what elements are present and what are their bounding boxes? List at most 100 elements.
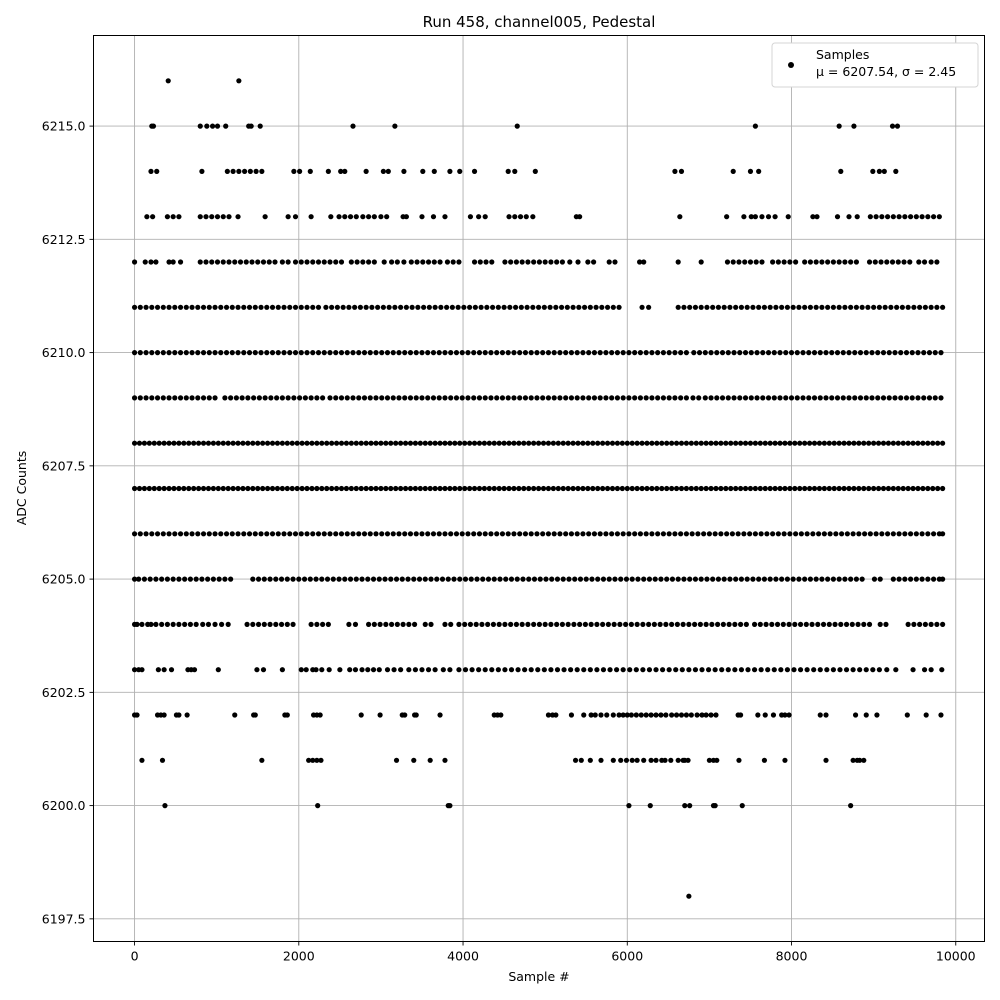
- data-point: [371, 621, 377, 628]
- data-point: [338, 168, 344, 174]
- data-point: [218, 531, 224, 537]
- data-point: [889, 123, 896, 129]
- data-point: [361, 395, 368, 401]
- data-point: [697, 621, 703, 628]
- data-point: [634, 440, 640, 446]
- data-point: [907, 214, 914, 220]
- data-point: [610, 712, 616, 718]
- legend-series-name: Samples: [816, 47, 869, 62]
- data-point: [352, 621, 359, 628]
- data-point: [651, 621, 657, 628]
- data-point: [654, 440, 660, 446]
- data-point: [742, 259, 748, 265]
- data-point: [236, 78, 242, 84]
- data-point: [149, 395, 155, 401]
- data-point: [159, 621, 165, 628]
- data-point: [235, 304, 241, 310]
- data-point: [783, 350, 789, 356]
- data-point: [580, 440, 586, 446]
- data-point: [597, 350, 603, 356]
- data-point: [368, 440, 374, 446]
- y-tick-label: 6202.5: [42, 685, 86, 700]
- data-point: [304, 259, 310, 265]
- data-point: [614, 667, 620, 673]
- data-point: [447, 803, 453, 809]
- data-point: [626, 531, 632, 537]
- data-point: [230, 168, 236, 174]
- data-point: [393, 440, 399, 446]
- data-point: [675, 576, 681, 582]
- data-point: [786, 712, 792, 718]
- data-point: [678, 168, 685, 174]
- data-point: [673, 485, 680, 492]
- data-point: [530, 214, 536, 220]
- data-point: [482, 350, 488, 356]
- data-point: [831, 440, 837, 446]
- data-point: [771, 395, 777, 401]
- data-point: [279, 485, 285, 492]
- data-point: [655, 395, 661, 401]
- data-point: [471, 531, 477, 537]
- data-point: [363, 440, 369, 446]
- data-point: [589, 576, 595, 582]
- data-point: [829, 350, 835, 356]
- data-point: [643, 350, 649, 356]
- data-point: [218, 304, 224, 310]
- data-point: [176, 214, 182, 220]
- data-point: [502, 621, 508, 628]
- data-point: [248, 123, 254, 129]
- data-point: [881, 168, 887, 174]
- data-point: [806, 395, 812, 401]
- data-point: [267, 621, 273, 628]
- data-point: [935, 485, 941, 492]
- data-point: [436, 350, 442, 356]
- data-point: [896, 531, 902, 537]
- data-point: [255, 576, 262, 582]
- data-point: [823, 350, 829, 356]
- data-point: [878, 259, 884, 265]
- data-point: [365, 576, 371, 582]
- data-point: [343, 440, 350, 446]
- data-point: [635, 576, 641, 582]
- data-point: [522, 395, 529, 401]
- data-point: [752, 531, 758, 537]
- data-point: [514, 576, 520, 582]
- data-point: [566, 576, 572, 582]
- data-point: [134, 712, 140, 718]
- data-point: [421, 304, 427, 310]
- data-point: [921, 667, 928, 673]
- data-point: [430, 350, 437, 356]
- data-point: [902, 576, 908, 582]
- data-point: [488, 395, 494, 401]
- data-point: [669, 576, 676, 582]
- data-point: [373, 440, 379, 446]
- data-point: [856, 531, 862, 537]
- data-point: [136, 440, 143, 446]
- data-point: [258, 531, 264, 537]
- data-point: [921, 350, 927, 356]
- data-point: [883, 621, 889, 628]
- data-point: [264, 304, 270, 310]
- data-point: [784, 576, 791, 582]
- data-point: [393, 485, 399, 492]
- data-point: [534, 350, 540, 356]
- data-point: [348, 259, 354, 265]
- data-point: [294, 440, 300, 446]
- data-point: [648, 757, 654, 763]
- data-point: [287, 350, 293, 356]
- data-point: [380, 304, 386, 310]
- data-point: [819, 304, 825, 310]
- data-point: [440, 667, 446, 673]
- data-point: [390, 350, 396, 356]
- data-point: [649, 531, 655, 537]
- data-point: [143, 304, 149, 310]
- data-point: [675, 259, 681, 265]
- data-point: [713, 485, 719, 492]
- data-point: [518, 304, 524, 310]
- data-point: [844, 531, 850, 537]
- data-point: [215, 440, 221, 446]
- data-point: [836, 576, 842, 582]
- data-point: [191, 485, 197, 492]
- data-point: [698, 485, 704, 492]
- data-point: [200, 531, 207, 537]
